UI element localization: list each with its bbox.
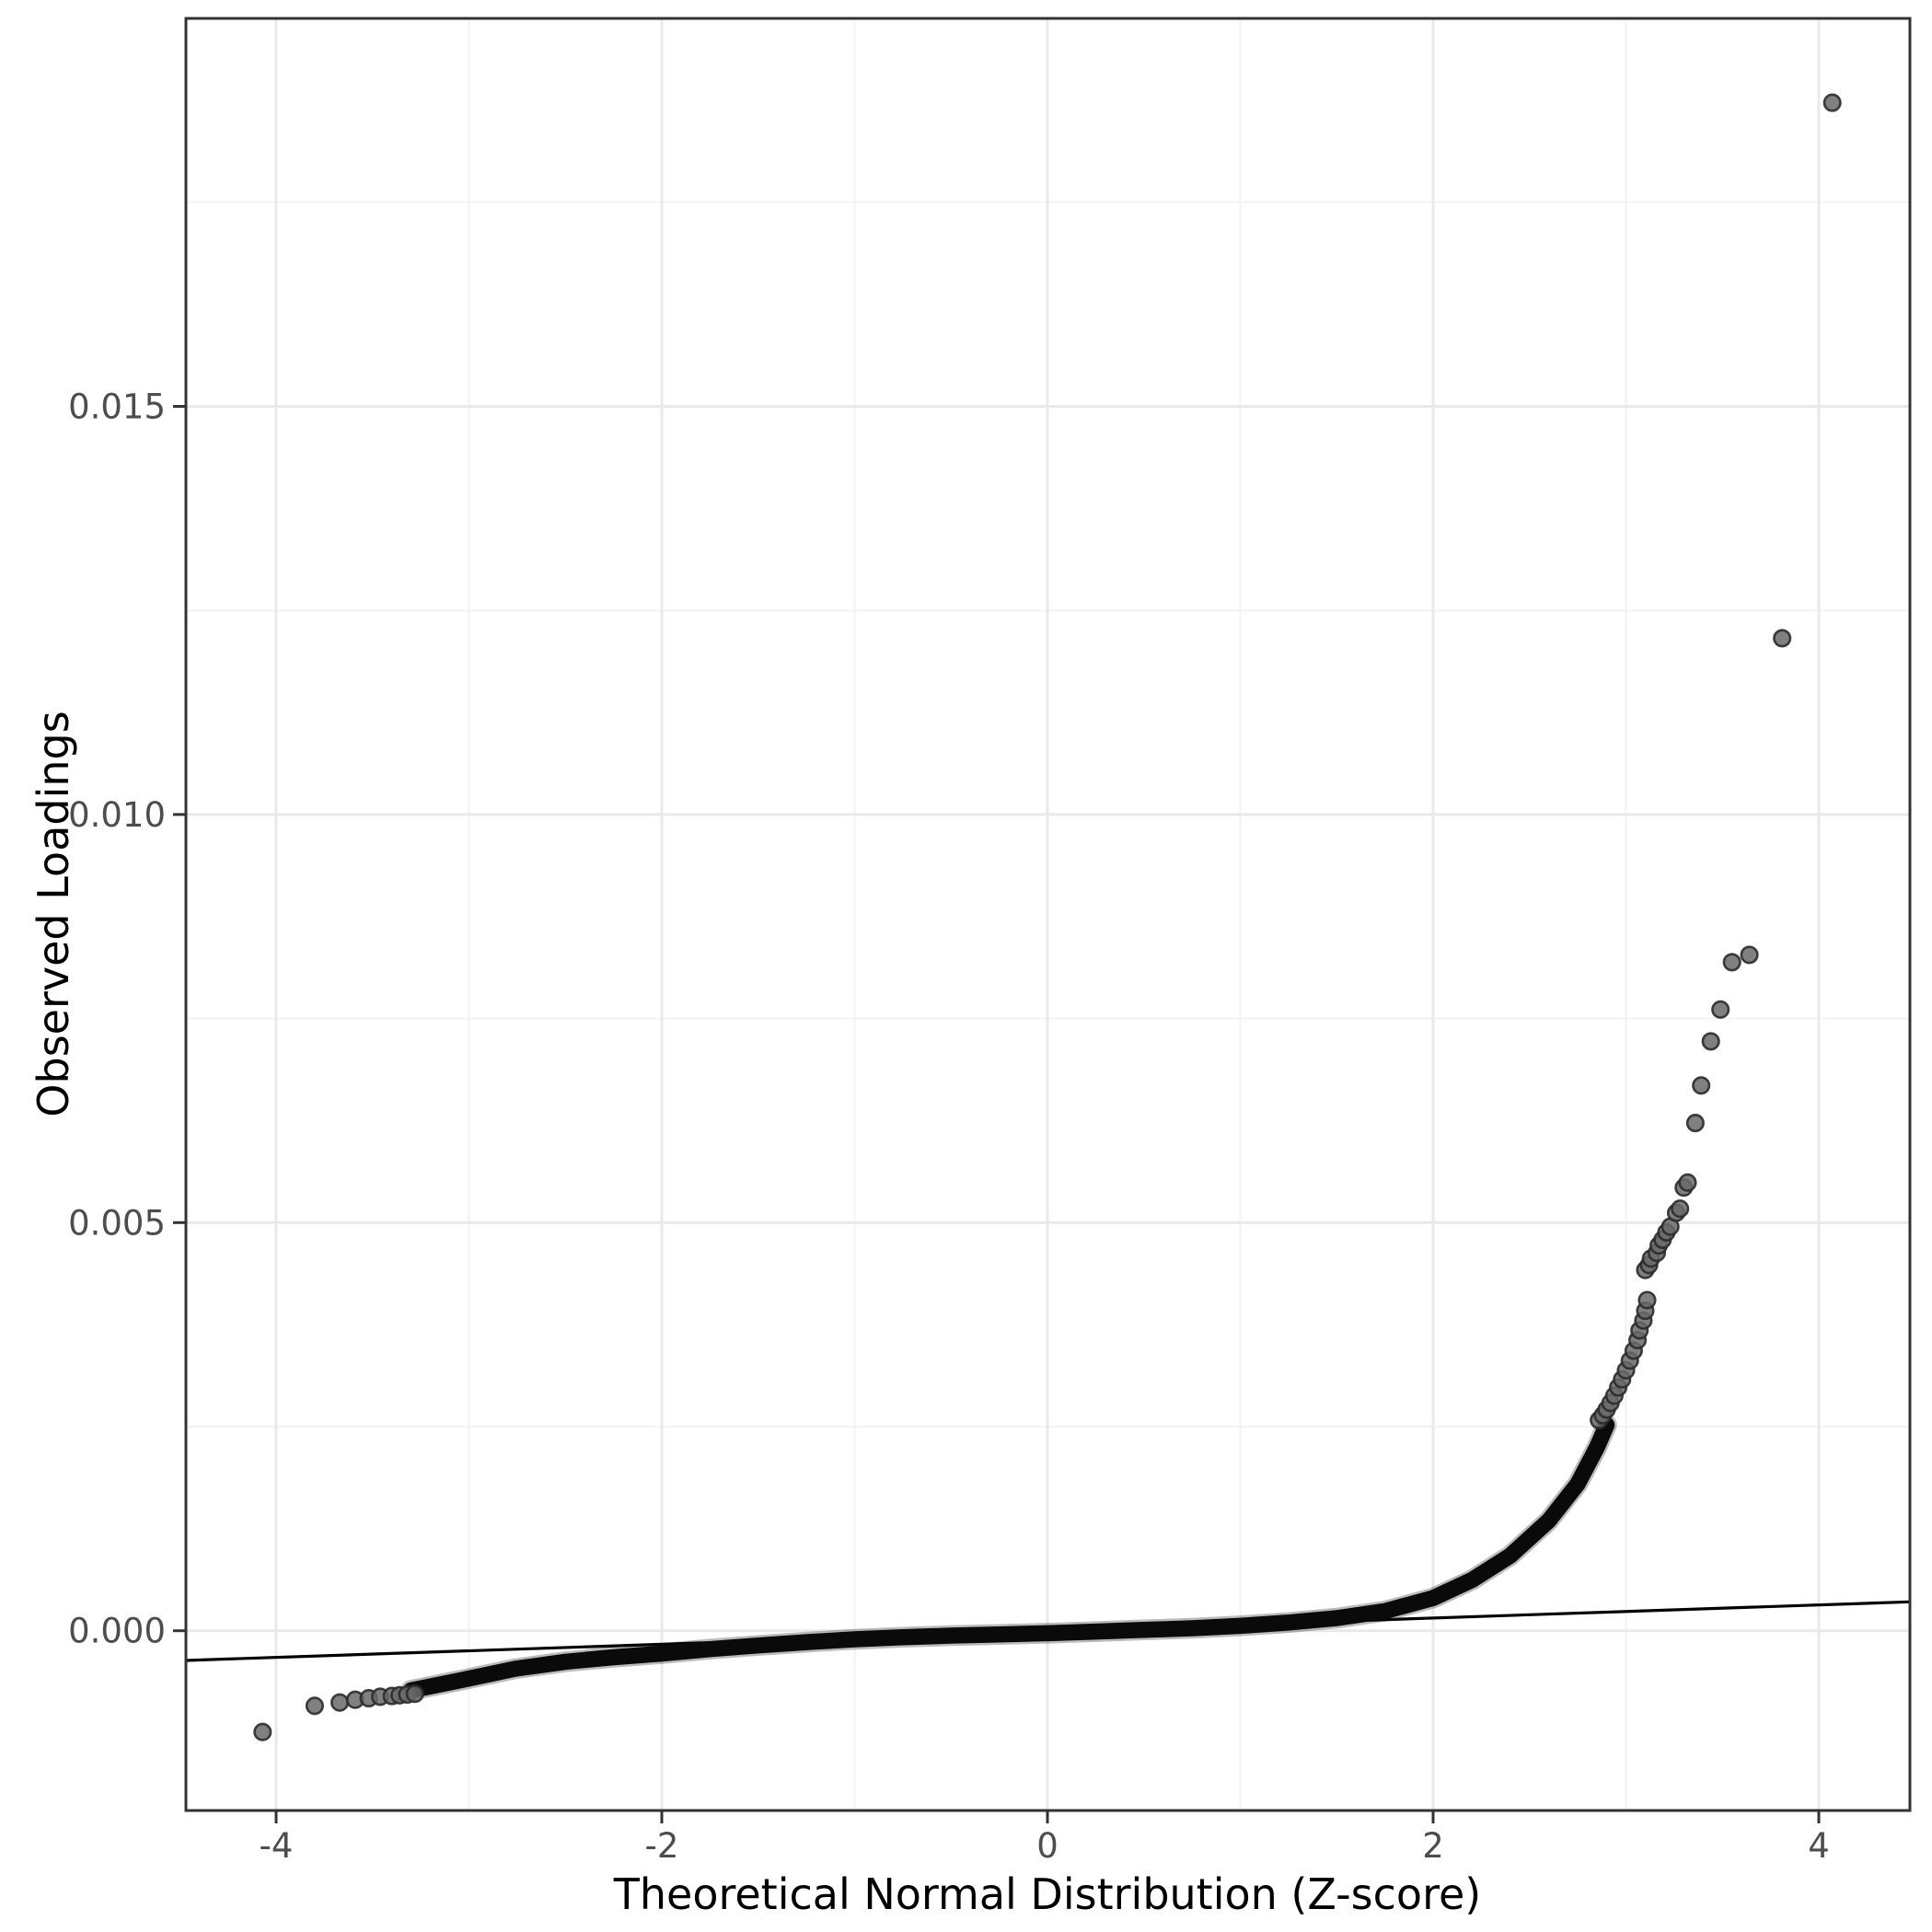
x-tick-label: 0 (1036, 1826, 1059, 1866)
data-point (1740, 945, 1759, 965)
x-tick-label: 2 (1422, 1826, 1444, 1866)
data-point (405, 1684, 424, 1704)
y-tick-label: 0.000 (68, 1612, 166, 1651)
data-point (305, 1696, 324, 1716)
data-point (1678, 1173, 1697, 1192)
data-point (1722, 953, 1741, 972)
x-tick-label: 4 (1808, 1826, 1830, 1866)
data-point (1685, 1114, 1705, 1133)
data-point (253, 1722, 272, 1741)
axis-tick-labels: -4 -2 0 2 4 0.000 0.005 0.010 0.015 (68, 388, 1830, 1867)
data-point (1822, 93, 1842, 112)
x-tick-label: -4 (260, 1826, 294, 1866)
x-axis-title: Theoretical Normal Distribution (Z-score… (613, 1869, 1482, 1919)
axis-ticks (173, 405, 1821, 1823)
x-tick-label: -2 (645, 1826, 679, 1866)
data-point (1711, 1000, 1730, 1019)
scatter-points (253, 93, 1842, 1741)
y-tick-label: 0.005 (68, 1203, 166, 1243)
data-point (1773, 629, 1792, 648)
data-point (1637, 1290, 1657, 1310)
y-tick-label: 0.010 (68, 795, 166, 835)
data-point (1671, 1199, 1690, 1219)
qq-dense-band (402, 1417, 1615, 1699)
y-axis-title: Observed Loadings (29, 711, 78, 1117)
data-point (330, 1693, 350, 1712)
y-tick-label: 0.015 (68, 388, 166, 427)
data-point (1701, 1032, 1720, 1051)
data-point (1692, 1076, 1711, 1095)
